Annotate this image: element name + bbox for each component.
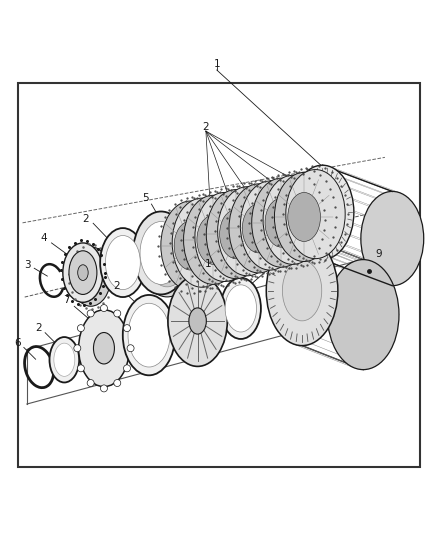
Ellipse shape: [184, 195, 243, 285]
Ellipse shape: [54, 343, 75, 376]
Circle shape: [124, 365, 131, 372]
Ellipse shape: [327, 260, 399, 369]
Circle shape: [100, 304, 107, 312]
Text: 2: 2: [35, 324, 42, 333]
Text: 2: 2: [203, 122, 209, 132]
Ellipse shape: [221, 278, 261, 339]
Circle shape: [124, 325, 131, 332]
Ellipse shape: [123, 295, 175, 375]
Text: 1: 1: [213, 59, 220, 69]
Ellipse shape: [146, 224, 188, 287]
Circle shape: [87, 379, 94, 386]
Ellipse shape: [139, 214, 195, 297]
Ellipse shape: [242, 204, 275, 253]
Text: 3: 3: [25, 260, 31, 270]
Text: 5: 5: [142, 193, 149, 204]
Text: 7: 7: [64, 295, 70, 305]
Ellipse shape: [225, 285, 257, 332]
Ellipse shape: [78, 265, 88, 280]
Ellipse shape: [128, 303, 170, 367]
Circle shape: [127, 345, 134, 352]
Ellipse shape: [79, 310, 129, 386]
Text: 8: 8: [321, 218, 327, 228]
Text: 9: 9: [375, 249, 381, 259]
Ellipse shape: [266, 236, 338, 345]
Text: 2: 2: [113, 281, 120, 291]
Ellipse shape: [252, 178, 311, 267]
Ellipse shape: [291, 165, 354, 260]
Ellipse shape: [275, 173, 334, 262]
Ellipse shape: [71, 247, 111, 306]
Text: 2: 2: [268, 240, 275, 249]
Ellipse shape: [133, 212, 189, 294]
Ellipse shape: [197, 215, 230, 264]
Ellipse shape: [283, 260, 322, 321]
Ellipse shape: [288, 192, 321, 241]
Text: 2: 2: [82, 214, 89, 224]
Ellipse shape: [263, 175, 322, 264]
Ellipse shape: [218, 187, 277, 276]
Ellipse shape: [140, 222, 182, 285]
Text: 1: 1: [205, 259, 212, 269]
Text: 6: 6: [14, 338, 21, 348]
Ellipse shape: [229, 184, 288, 273]
Ellipse shape: [69, 251, 97, 294]
Ellipse shape: [240, 181, 300, 270]
Ellipse shape: [168, 276, 227, 366]
Ellipse shape: [100, 228, 145, 297]
Ellipse shape: [361, 191, 424, 286]
Bar: [18, 83, 420, 467]
Ellipse shape: [195, 192, 254, 281]
Ellipse shape: [63, 243, 103, 302]
Text: 2: 2: [268, 262, 275, 272]
Ellipse shape: [206, 190, 266, 279]
Circle shape: [100, 385, 107, 392]
Ellipse shape: [286, 169, 345, 259]
Circle shape: [114, 310, 121, 317]
Circle shape: [87, 310, 94, 317]
Ellipse shape: [219, 209, 252, 259]
Ellipse shape: [172, 198, 232, 287]
Circle shape: [78, 365, 85, 372]
Ellipse shape: [49, 337, 79, 383]
Ellipse shape: [106, 236, 140, 289]
Ellipse shape: [189, 308, 206, 334]
Circle shape: [78, 325, 85, 332]
Ellipse shape: [265, 198, 298, 247]
Ellipse shape: [93, 333, 114, 364]
Circle shape: [74, 345, 81, 352]
Circle shape: [114, 379, 121, 386]
Text: 4: 4: [40, 233, 47, 243]
Ellipse shape: [174, 221, 207, 270]
Ellipse shape: [161, 201, 220, 290]
